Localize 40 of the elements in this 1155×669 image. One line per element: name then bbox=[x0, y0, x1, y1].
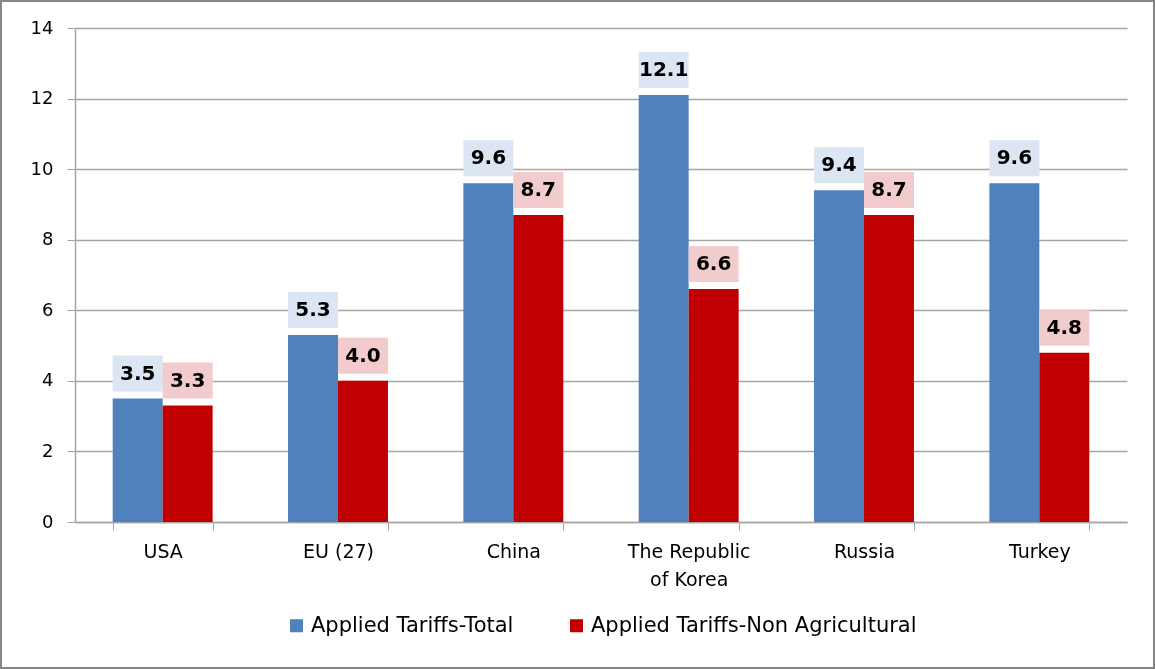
y-tick-label: 12 bbox=[30, 87, 54, 109]
data-label: 6.6 bbox=[695, 251, 732, 276]
data-label: 5.3 bbox=[295, 296, 331, 321]
bar bbox=[338, 380, 388, 522]
data-label: 3.5 bbox=[119, 360, 156, 385]
x-tick-label: The Republic of Korea bbox=[626, 539, 751, 590]
data-label: 8.7 bbox=[871, 177, 907, 202]
y-tick-label: 8 bbox=[42, 228, 54, 250]
y-tick-label: 14 bbox=[30, 16, 54, 38]
bar bbox=[112, 398, 163, 522]
data-label: 9.6 bbox=[470, 145, 507, 170]
data-label: 3.3 bbox=[169, 367, 206, 392]
bar bbox=[638, 95, 689, 522]
y-tick-label: 4 bbox=[42, 369, 54, 391]
bar bbox=[288, 334, 338, 522]
data-label: 12.1 bbox=[639, 57, 689, 82]
y-tick-label: 2 bbox=[42, 439, 54, 461]
bar bbox=[814, 190, 864, 522]
y-tick-label: 0 bbox=[42, 510, 54, 532]
bar bbox=[688, 289, 739, 522]
data-label: 9.4 bbox=[821, 152, 857, 177]
data-label: 4.8 bbox=[1046, 314, 1083, 339]
bar bbox=[1039, 352, 1090, 522]
legend-label: Applied Tariffs-Non Agricultural bbox=[591, 612, 917, 637]
x-tick-label: Russia bbox=[833, 539, 896, 562]
bar bbox=[463, 183, 514, 522]
data-label: 8.7 bbox=[520, 177, 557, 202]
bar bbox=[864, 215, 914, 522]
data-label: 9.6 bbox=[996, 145, 1033, 170]
bar bbox=[513, 215, 564, 522]
x-tick-label: EU (27) bbox=[303, 539, 374, 562]
x-tick-label: USA bbox=[143, 539, 183, 562]
bar bbox=[162, 405, 213, 522]
legend-label: Applied Tariffs-Total bbox=[311, 612, 514, 637]
y-tick-label: 6 bbox=[42, 298, 54, 320]
bar bbox=[989, 183, 1040, 522]
x-tick-label: China bbox=[486, 539, 541, 562]
data-label: 4.0 bbox=[345, 342, 381, 367]
x-tick-label: Turkey bbox=[1007, 539, 1071, 562]
y-tick-label: 10 bbox=[30, 157, 54, 179]
